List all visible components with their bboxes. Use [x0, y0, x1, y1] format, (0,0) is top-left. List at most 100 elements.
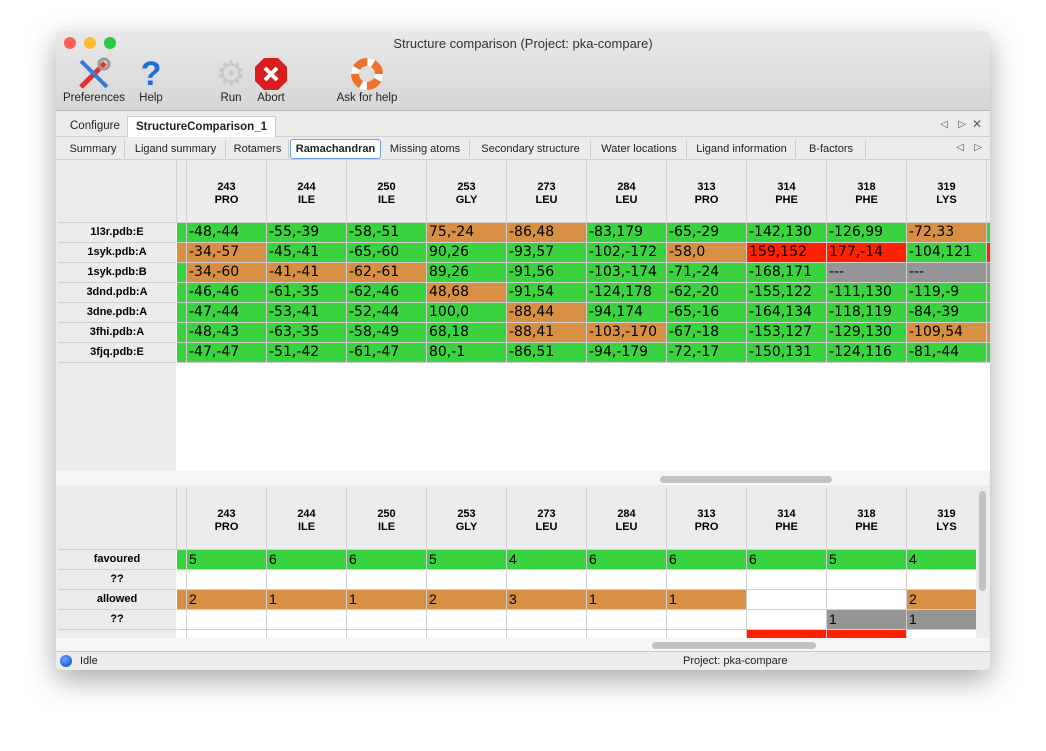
- table-cell[interactable]: -91,56: [507, 263, 587, 283]
- table-cell[interactable]: 5: [187, 550, 267, 570]
- table-cell[interactable]: -61,-35: [267, 283, 347, 303]
- table-cell[interactable]: -53,-41: [267, 303, 347, 323]
- table-cell[interactable]: -104,121: [907, 243, 987, 263]
- table-cell[interactable]: -58,-51: [347, 223, 427, 243]
- column-header[interactable]: 253 GLY: [427, 161, 507, 223]
- table-cell[interactable]: 6: [667, 550, 747, 570]
- table-cell[interactable]: -65,-60: [347, 243, 427, 263]
- table-cell[interactable]: -86,48: [507, 223, 587, 243]
- table-cell[interactable]: [267, 630, 347, 638]
- table-cell[interactable]: 4: [907, 550, 976, 570]
- table-cell[interactable]: [347, 610, 427, 630]
- table-cell[interactable]: -34,-57: [187, 243, 267, 263]
- table-cell[interactable]: -153,127: [747, 323, 827, 343]
- row-header[interactable]: favoured: [58, 550, 176, 570]
- table-cell[interactable]: 75,-24: [427, 223, 507, 243]
- table-cell[interactable]: -65,-16: [667, 303, 747, 323]
- table-cell[interactable]: -72,-17: [667, 343, 747, 363]
- table-cell[interactable]: -119,-9: [907, 283, 987, 303]
- row-header[interactable]: 1syk.pdb:B: [58, 263, 176, 283]
- column-header[interactable]: 319 LYS: [907, 161, 987, 223]
- table-cell[interactable]: -103,-170: [587, 323, 667, 343]
- table-cell[interactable]: 5: [427, 550, 507, 570]
- inner-tab-scroll-left-icon[interactable]: ◁: [956, 142, 964, 153]
- table-cell[interactable]: [187, 570, 267, 590]
- table-cell[interactable]: -55,-39: [267, 223, 347, 243]
- column-header[interactable]: 318 PHE: [827, 488, 907, 550]
- tab-ligand-information[interactable]: Ligand information: [688, 140, 796, 158]
- table-cell[interactable]: ---: [827, 263, 907, 283]
- table-cell[interactable]: [587, 570, 667, 590]
- column-header[interactable]: 284 LEU: [587, 488, 667, 550]
- table-cell[interactable]: [267, 570, 347, 590]
- table-cell[interactable]: -62,-46: [347, 283, 427, 303]
- row-header[interactable]: 3fjq.pdb:E: [58, 343, 176, 363]
- table-cell[interactable]: [507, 570, 587, 590]
- row-header[interactable]: ??: [58, 570, 176, 590]
- table-cell[interactable]: -47,-47: [187, 343, 267, 363]
- column-header[interactable]: 243 PRO: [187, 161, 267, 223]
- column-header[interactable]: 273 LEU: [507, 161, 587, 223]
- table-cell[interactable]: -58,-49: [347, 323, 427, 343]
- table-cell[interactable]: 1: [587, 590, 667, 610]
- table-cell[interactable]: -83,179: [587, 223, 667, 243]
- close-tab-icon[interactable]: ✕: [971, 117, 982, 131]
- row-header[interactable]: ??: [58, 610, 176, 630]
- tab-ligand-summary[interactable]: Ligand summary: [126, 140, 226, 158]
- bottom-horizontal-scrollbar[interactable]: [652, 642, 816, 649]
- table-cell[interactable]: -81,-44: [907, 343, 987, 363]
- abort-button[interactable]: Abort: [252, 56, 290, 104]
- tab-missing-atoms[interactable]: Missing atoms: [381, 140, 470, 158]
- tab-rotamers[interactable]: Rotamers: [227, 140, 289, 158]
- table-cell[interactable]: 177,-14: [827, 243, 907, 263]
- table-cell[interactable]: -45,-41: [267, 243, 347, 263]
- column-header[interactable]: 250 ILE: [347, 488, 427, 550]
- table-cell[interactable]: -155,122: [747, 283, 827, 303]
- column-header[interactable]: 284 LEU: [587, 161, 667, 223]
- table-cell[interactable]: 2: [427, 590, 507, 610]
- table-cell[interactable]: -41,-41: [267, 263, 347, 283]
- table-cell[interactable]: 2: [907, 590, 976, 610]
- table-cell[interactable]: [427, 610, 507, 630]
- table-cell[interactable]: -71,-24: [667, 263, 747, 283]
- table-cell[interactable]: -34,-60: [187, 263, 267, 283]
- table-cell[interactable]: -94,-179: [587, 343, 667, 363]
- zoom-window-button[interactable]: [104, 37, 116, 49]
- column-header[interactable]: 250 ILE: [347, 161, 427, 223]
- table-cell[interactable]: -124,178: [587, 283, 667, 303]
- table-cell[interactable]: 5: [827, 550, 907, 570]
- table-cell[interactable]: -91,54: [507, 283, 587, 303]
- row-header[interactable]: allowed: [58, 590, 176, 610]
- column-header[interactable]: 243 PRO: [187, 488, 267, 550]
- tab-b-factors[interactable]: B-factors: [797, 140, 866, 158]
- row-header[interactable]: 3dne.pdb:A: [58, 303, 176, 323]
- inner-tab-scroll-right-icon[interactable]: ▷: [974, 142, 982, 153]
- tab-water-locations[interactable]: Water locations: [592, 140, 687, 158]
- table-cell[interactable]: [667, 570, 747, 590]
- table-cell[interactable]: 68,18: [427, 323, 507, 343]
- table-cell[interactable]: -61,-47: [347, 343, 427, 363]
- table-cell[interactable]: [347, 570, 427, 590]
- table-cell[interactable]: [747, 630, 827, 638]
- tab-ramachandran[interactable]: Ramachandran: [290, 139, 381, 159]
- column-header[interactable]: 273 LEU: [507, 488, 587, 550]
- table-cell[interactable]: 6: [347, 550, 427, 570]
- table-cell[interactable]: [507, 610, 587, 630]
- table-cell[interactable]: 6: [587, 550, 667, 570]
- table-cell[interactable]: 2: [187, 590, 267, 610]
- table-cell[interactable]: [427, 570, 507, 590]
- table-cell[interactable]: -129,130: [827, 323, 907, 343]
- table-cell[interactable]: -88,41: [507, 323, 587, 343]
- run-button[interactable]: ⚙ Run: [215, 55, 247, 104]
- table-cell[interactable]: ---: [907, 263, 987, 283]
- table-cell[interactable]: -142,130: [747, 223, 827, 243]
- table-cell[interactable]: 3: [507, 590, 587, 610]
- table-cell[interactable]: -86,51: [507, 343, 587, 363]
- table-cell[interactable]: 1: [267, 590, 347, 610]
- table-cell[interactable]: 6: [747, 550, 827, 570]
- table-cell[interactable]: [187, 610, 267, 630]
- tab-summary[interactable]: Summary: [62, 140, 125, 158]
- tab-scroll-left-icon[interactable]: ◁: [940, 119, 948, 130]
- table-cell[interactable]: [827, 630, 907, 638]
- row-header[interactable]: 3fhi.pdb:A: [58, 323, 176, 343]
